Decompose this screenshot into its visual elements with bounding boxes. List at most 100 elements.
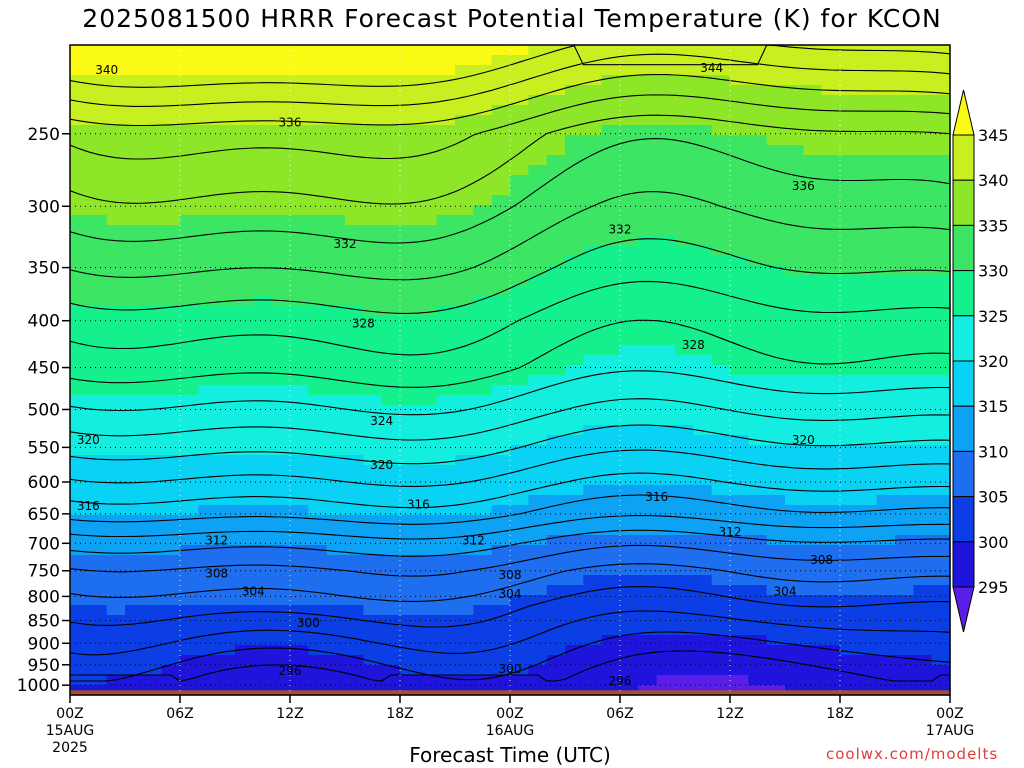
heatmap-cell (143, 175, 163, 186)
heatmap-cell (381, 295, 401, 306)
colorbar-band (952, 541, 975, 588)
heatmap-cell (198, 225, 218, 236)
heatmap-cell (601, 505, 621, 516)
heatmap-cell (88, 495, 108, 506)
heatmap-cell (473, 165, 493, 176)
heatmap-cell (253, 385, 273, 396)
heatmap-cell (601, 475, 621, 486)
heatmap-cell (106, 355, 126, 366)
heatmap-cell (418, 85, 438, 96)
heatmap-cell (858, 685, 878, 696)
heatmap-cell (931, 525, 951, 536)
heatmap-cell (821, 225, 841, 236)
heatmap-cell (785, 635, 804, 646)
heatmap-cell (748, 45, 768, 56)
heatmap-cell (455, 655, 474, 666)
heatmap-cell (803, 215, 823, 226)
heatmap-cell (381, 235, 401, 246)
heatmap-cell (400, 135, 419, 146)
heatmap-cell (803, 565, 823, 576)
heatmap-cell (730, 45, 749, 56)
heatmap-cell (693, 545, 713, 556)
heatmap-cell (381, 305, 401, 316)
heatmap-cell (748, 535, 768, 546)
heatmap-cell (565, 305, 584, 316)
heatmap-cell (730, 435, 749, 446)
heatmap-cell (528, 675, 548, 686)
heatmap-cell (675, 595, 694, 606)
heatmap-cell (675, 385, 694, 396)
heatmap-cell (143, 155, 163, 166)
heatmap-cell (418, 225, 438, 236)
heatmap-cell (125, 45, 144, 56)
heatmap-cell (253, 65, 273, 76)
heatmap-cell (491, 515, 511, 526)
heatmap-cell (656, 265, 676, 276)
heatmap-cell (308, 155, 328, 166)
heatmap-cell (913, 385, 933, 396)
heatmap-cell (436, 305, 456, 316)
heatmap-cell (473, 335, 493, 346)
heatmap-cell (70, 595, 89, 606)
heatmap-cell (821, 425, 841, 436)
heatmap-cell (436, 225, 456, 236)
heatmap-cell (345, 385, 364, 396)
x-tick-date: 16AUG (486, 723, 535, 739)
heatmap-cell (400, 625, 419, 636)
heatmap-cell (345, 195, 364, 206)
heatmap-cell (895, 355, 914, 366)
heatmap-cell (271, 195, 291, 206)
heatmap-cell (840, 585, 859, 596)
heatmap-cell (583, 215, 603, 226)
heatmap-cell (436, 635, 456, 646)
heatmap-cell (565, 225, 584, 236)
heatmap-cell (125, 115, 144, 126)
heatmap-cell (785, 285, 804, 296)
heatmap-cell (510, 265, 529, 276)
heatmap-cell (693, 325, 713, 336)
heatmap-cell (473, 475, 493, 486)
heatmap-cell (510, 55, 529, 66)
heatmap-cell (345, 55, 364, 66)
heatmap-cell (125, 255, 144, 266)
heatmap-cell (235, 425, 254, 436)
heatmap-cell (656, 105, 676, 116)
heatmap-cell (125, 225, 144, 236)
heatmap-cell (675, 115, 694, 126)
heatmap-cell (638, 235, 658, 246)
heatmap-cell (638, 485, 658, 496)
heatmap-cell (216, 635, 236, 646)
heatmap-cell (601, 195, 621, 206)
heatmap-cell (180, 535, 199, 546)
heatmap-cell (638, 75, 658, 86)
heatmap-cell (620, 225, 639, 236)
heatmap-cell (161, 685, 181, 696)
heatmap-cell (70, 315, 89, 326)
heatmap-cell (565, 435, 584, 446)
heatmap-cell (125, 155, 144, 166)
heatmap-cell (326, 55, 346, 66)
heatmap-cell (253, 595, 273, 606)
heatmap-cell (161, 305, 181, 316)
heatmap-cell (840, 605, 859, 616)
heatmap-cell (693, 625, 713, 636)
heatmap-cell (803, 225, 823, 236)
heatmap-cell (88, 525, 108, 536)
heatmap-cell (675, 205, 694, 216)
heatmap-cell (418, 525, 438, 536)
heatmap-cell (803, 645, 823, 656)
heatmap-cell (803, 145, 823, 156)
heatmap-cell (785, 545, 804, 556)
heatmap-cell (583, 575, 603, 586)
heatmap-cell (730, 535, 749, 546)
heatmap-cell (180, 605, 199, 616)
heatmap-cell (436, 675, 456, 686)
heatmap-cell (161, 315, 181, 326)
heatmap-cell (601, 315, 621, 326)
heatmap-cell (821, 595, 841, 606)
heatmap-cell (253, 245, 273, 256)
heatmap-cell (271, 325, 291, 336)
heatmap-cell (748, 455, 768, 466)
colorbar-label: 325 (978, 307, 1009, 326)
heatmap-cell (253, 365, 273, 376)
